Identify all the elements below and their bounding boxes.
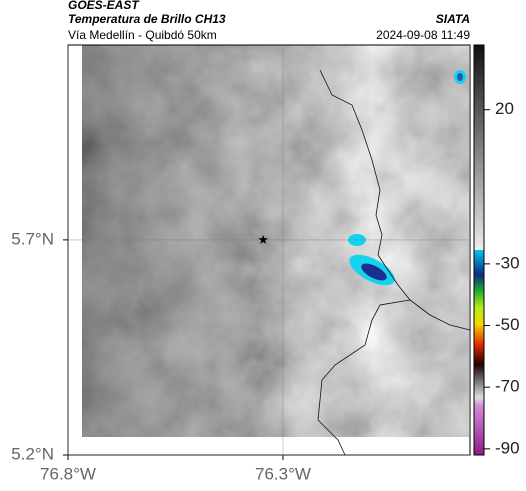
y-tick-label: 5.7°N	[11, 229, 54, 248]
station-marker	[258, 234, 268, 244]
header: GOES-EAST Temperatura de Brillo CH13 Vía…	[68, 0, 470, 42]
shading	[82, 45, 469, 437]
colorbar-tick-label: -90	[495, 438, 520, 457]
x-tick-label: 76.3°W	[255, 464, 311, 483]
datetime: 2024-09-08 11:49	[376, 28, 470, 42]
title: Temperatura de Brillo CH13	[68, 12, 226, 26]
y-tick-label: 5.2°N	[11, 444, 54, 463]
source: GOES-EAST	[68, 0, 140, 12]
cold-core	[457, 73, 463, 81]
colorbar-tick-label: -50	[495, 315, 520, 334]
cold-core	[361, 263, 387, 281]
border-line	[317, 69, 411, 456]
colorbar	[473, 44, 485, 456]
colorbar-tick-label: 20	[495, 99, 514, 118]
brand: SIATA	[436, 12, 470, 26]
colorbar-tick-label: -70	[495, 377, 520, 396]
border-line	[409, 299, 471, 331]
imagery	[82, 45, 471, 456]
subtitle: Vía Medellín - Quibdó 50km	[68, 28, 217, 42]
x-tick-label: 76.8°W	[40, 464, 96, 483]
colorbar-tick-label: -30	[495, 253, 520, 272]
